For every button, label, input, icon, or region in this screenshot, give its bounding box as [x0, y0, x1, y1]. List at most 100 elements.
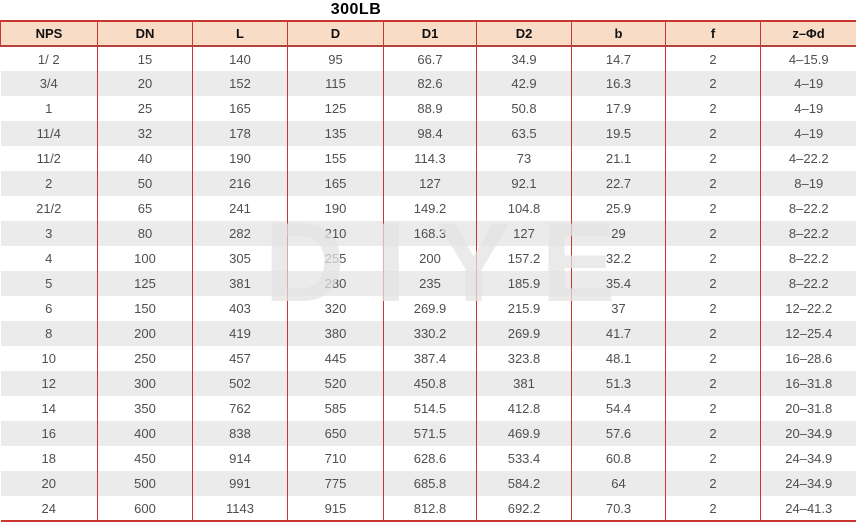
table-cell: 469.9 — [476, 421, 572, 446]
table-cell: 1 — [45, 101, 53, 116]
table-cell: 8–22.2 — [760, 221, 856, 246]
table-cell: 8–22.2 — [760, 246, 856, 271]
table-cell: 95 — [287, 46, 384, 71]
table-cell: 2 — [665, 221, 761, 246]
header-row: NPS DN L D D1 D2 b f z–Φd — [0, 20, 856, 47]
table-cell: 4 — [45, 251, 53, 266]
table-cell: 200 — [97, 321, 193, 346]
table-cell: 6 — [45, 301, 53, 316]
flange-dimensions-table: NPS DN L D D1 D2 b f z–Φd 1/ 2 1 5 140 95 66.… — [0, 20, 856, 522]
column-header-d: D — [287, 20, 384, 47]
column-header-d2: D2 — [476, 20, 572, 47]
table-cell: 34.9 — [476, 46, 572, 71]
table-cell: 64 — [571, 471, 666, 496]
table-cell: 125 — [97, 271, 193, 296]
table-cell: 2 — [665, 296, 761, 321]
table-cell: 380 — [287, 321, 384, 346]
table-row: 18 450 914 710 628.6 533.4 60.8 2 24–34.9 — [1, 446, 856, 471]
table-row: 14 350 762 585 514.5 412.8 54.4 2 20–31.8 — [1, 396, 856, 421]
table-cell: 73 — [476, 146, 572, 171]
table-cell: 241 — [192, 196, 288, 221]
table-cell: 2 — [665, 346, 761, 371]
table-cell: 400 — [97, 421, 193, 446]
table-row: 1 25 165 125 88.9 50.8 17.9 2 4–19 — [1, 96, 856, 121]
table-row: 11/2 40 190 155 114.3 73 21.1 2 4–22.2 — [1, 146, 856, 171]
table-cell: 3/4 — [0, 71, 98, 96]
table-cell: 235 — [383, 271, 477, 296]
table-cell: 150 — [97, 296, 193, 321]
table-cell: 18 — [41, 451, 56, 466]
table-cell: 381 — [476, 371, 572, 396]
table-cell: 140 — [192, 46, 288, 71]
table-cell: 4–19 — [760, 71, 856, 96]
table-cell: 4–19 — [760, 121, 856, 146]
table-cell: 2 — [665, 496, 761, 522]
table-cell: 24–34.9 — [760, 471, 856, 496]
table-cell: 500 — [97, 471, 193, 496]
table-cell: 168.3 — [383, 221, 477, 246]
table-cell: 10 — [41, 351, 56, 366]
table-cell: 29 — [571, 221, 666, 246]
table-cell: 2 — [665, 246, 761, 271]
table-cell: 54.4 — [571, 396, 666, 421]
table-cell: 16.3 — [571, 71, 666, 96]
table-cell: 450.8 — [383, 371, 477, 396]
table-cell: 17.9 — [571, 96, 666, 121]
table-cell: 157.2 — [476, 246, 572, 271]
table-cell: 514.5 — [383, 396, 477, 421]
table-cell: 403 — [192, 296, 288, 321]
table-cell: 216 — [192, 171, 288, 196]
table-cell: 210 — [287, 221, 384, 246]
table-cell: 2 — [665, 421, 761, 446]
table-cell: 165 — [287, 171, 384, 196]
table-cell: 628.6 — [383, 446, 477, 471]
table-cell: 66.7 — [383, 46, 477, 71]
table-cell: 12–25.4 — [760, 321, 856, 346]
table-cell: 2 — [665, 121, 761, 146]
table-cell: 4–15.9 — [760, 46, 856, 71]
column-header-dn: DN — [97, 20, 193, 47]
table-cell: 2 — [665, 471, 761, 496]
table-cell: 5 — [0, 271, 98, 296]
table-cell: 50 — [97, 171, 193, 196]
table-cell: 24 — [0, 496, 98, 522]
table-cell: 178 — [192, 121, 288, 146]
table-cell: 1/ 2 — [37, 51, 60, 67]
table-cell: 838 — [192, 421, 288, 446]
table-cell: 450 — [97, 446, 193, 471]
table-cell: 269.9 — [383, 296, 477, 321]
table-cell: 25.9 — [571, 196, 666, 221]
table-cell: 600 — [97, 496, 193, 522]
table-cell: 149.2 — [383, 196, 477, 221]
column-header-d1: D1 — [383, 20, 477, 47]
table-cell: 710 — [287, 446, 384, 471]
table-cell: 35.4 — [571, 271, 666, 296]
table-cell: 104.8 — [476, 196, 572, 221]
table-cell: 92.1 — [476, 171, 572, 196]
table-cell: 915 — [287, 496, 384, 522]
table-cell: 60.8 — [571, 446, 666, 471]
table-cell: 2 — [665, 271, 761, 296]
table-cell: 445 — [287, 346, 384, 371]
table-cell: 350 — [97, 396, 193, 421]
table-cell: 185.9 — [476, 271, 572, 296]
table-cell: 812.8 — [383, 496, 477, 522]
table-row: 6 150 403 320 269.9 215.9 37 2 12–22.2 — [1, 296, 856, 321]
table-cell: 300 — [97, 371, 193, 396]
table-row: 3/4 20 152 115 82.6 42.9 16.3 2 4–19 — [0, 71, 856, 96]
table-cell: 63.5 — [476, 121, 572, 146]
table-cell: 991 — [192, 471, 288, 496]
table-cell: 24–41.3 — [760, 496, 856, 522]
table-cell: 419 — [192, 321, 288, 346]
table-cell: 4–19 — [760, 96, 856, 121]
table-cell: 2 — [665, 321, 761, 346]
table-row: 11/4 32 178 135 98.4 63.5 19.5 2 4–19 — [0, 121, 856, 146]
table-cell: 8 — [0, 321, 98, 346]
table-cell: 2 — [665, 146, 761, 171]
table-cell: 127 — [476, 221, 572, 246]
table-cell: 8–22.2 — [760, 196, 856, 221]
table-cell: 16 — [0, 421, 98, 446]
table-cell: 22.7 — [571, 171, 666, 196]
table-row: 4 100 305 255 200 157.2 32.2 2 8–22.2 — [1, 246, 856, 271]
